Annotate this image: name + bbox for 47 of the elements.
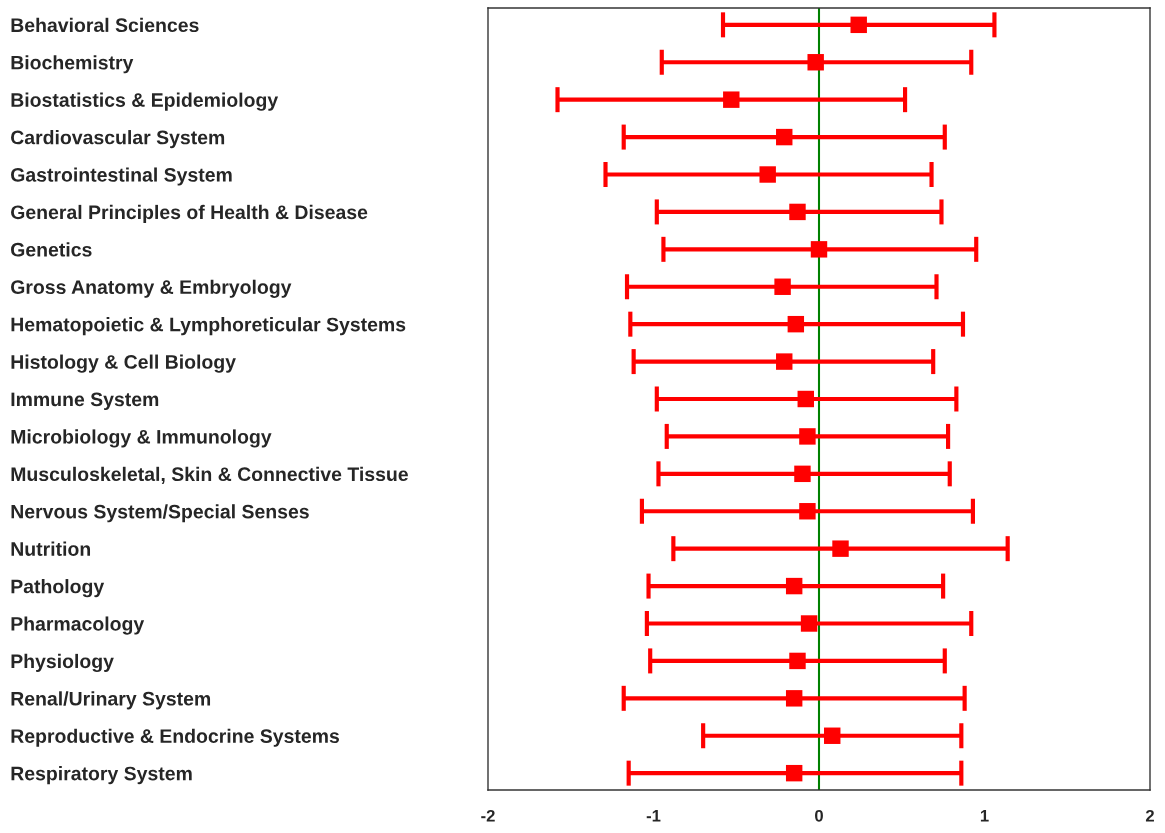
- point: [810, 241, 828, 258]
- y-tick-label: Cardiovascular System: [11, 130, 225, 149]
- x-tick-label: 1: [980, 810, 989, 822]
- point: [774, 278, 791, 295]
- y-tick-label: Microbiology & Immunology: [11, 429, 272, 448]
- x-tick-label: -2: [481, 809, 495, 822]
- y-tick-label: Hematopoietic & Lymphoreticular Systems: [11, 317, 406, 336]
- point: [824, 727, 841, 744]
- y-tick-label: Pathology: [11, 579, 105, 598]
- y-tick-label: Reproductive & Endocrine Systems: [11, 728, 339, 747]
- point: [785, 577, 803, 595]
- point: [723, 91, 740, 108]
- x-tick-label: 0: [815, 809, 823, 822]
- y-tick-label: Biochemistry: [11, 55, 134, 74]
- y-tick-label: Gross Anatomy & Embryology: [11, 279, 292, 298]
- point: [799, 428, 816, 445]
- point: [785, 690, 803, 707]
- y-tick-label: Nutrition: [11, 541, 91, 556]
- y-tick-label: Pharmacology: [11, 616, 145, 635]
- y-tick-label: Histology & Cell Biology: [11, 354, 236, 373]
- point: [776, 128, 793, 146]
- y-tick-label: General Principles of Health & Disease: [11, 204, 368, 223]
- y-tick-label: Musculoskeletal, Skin & Connective Tissue: [11, 466, 408, 484]
- y-tick-label: Immune System: [11, 392, 159, 411]
- point: [789, 652, 806, 670]
- point: [759, 166, 776, 183]
- point: [832, 540, 849, 557]
- y-tick-label: Nervous System/Special Senses: [11, 504, 309, 523]
- point: [807, 54, 824, 71]
- point: [787, 315, 805, 333]
- y-tick-label: Renal/Urinary System: [11, 691, 211, 710]
- y-tick-label: Physiology: [11, 653, 114, 673]
- point: [800, 615, 818, 632]
- y-tick-label: Gastrointestinal System: [11, 167, 232, 186]
- y-tick-label: Behavioral Sciences: [11, 17, 199, 33]
- point: [785, 764, 803, 782]
- x-tick-label: -1: [646, 810, 661, 822]
- point: [797, 390, 814, 408]
- point: [850, 16, 867, 34]
- point: [789, 203, 806, 221]
- point: [776, 353, 793, 370]
- y-tick-label: Genetics: [11, 242, 92, 257]
- x-tick-label: 2: [1145, 809, 1154, 822]
- point: [794, 465, 811, 483]
- point: [799, 503, 816, 520]
- y-tick-label: Biostatistics & Epidemiology: [11, 92, 279, 111]
- y-tick-label: Respiratory System: [11, 766, 192, 785]
